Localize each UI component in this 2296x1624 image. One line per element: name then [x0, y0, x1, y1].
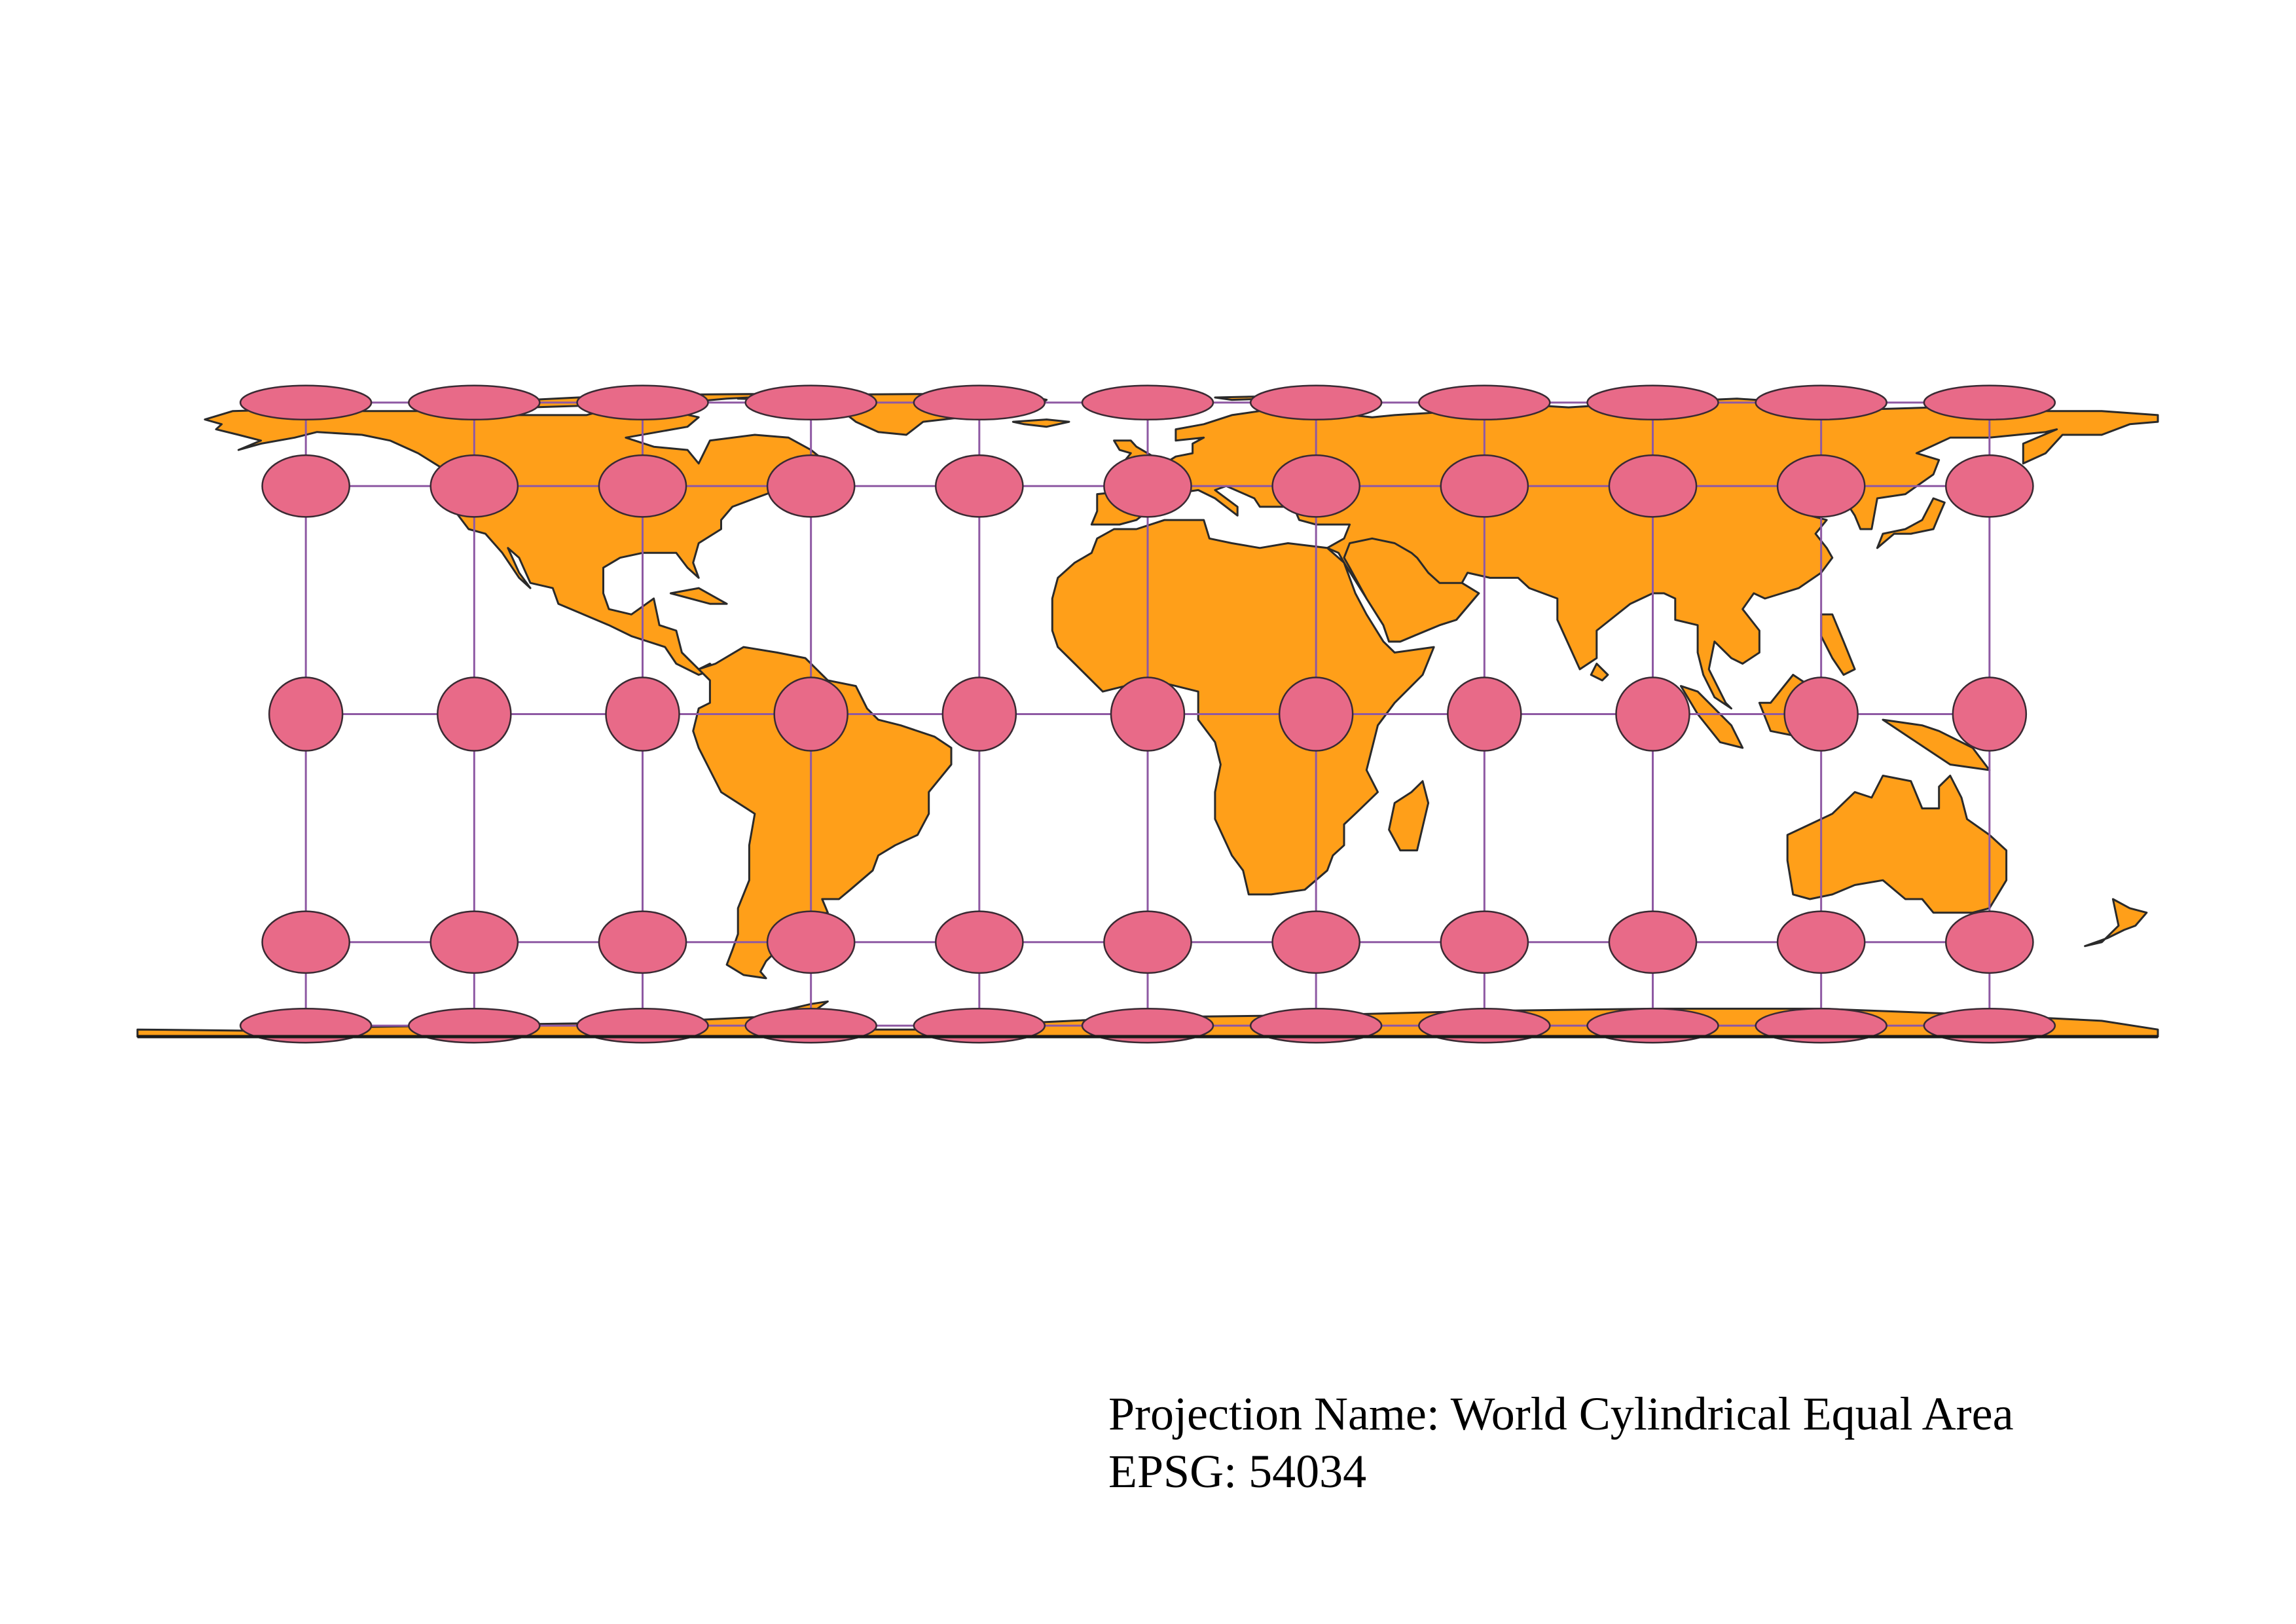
tissot-indicatrix [1440, 910, 1529, 974]
tissot-indicatrix [1783, 676, 1859, 752]
tissot-indicatrix [268, 676, 344, 752]
land-new-guinea [1882, 718, 1991, 771]
tissot-indicatrix [1271, 454, 1361, 518]
tissot-indicatrix [766, 454, 856, 518]
tissot-indicatrix [429, 454, 519, 518]
land-sri-lanka [1590, 663, 1609, 682]
tissot-indicatrix [261, 910, 351, 974]
tissot-indicatrix [1081, 384, 1214, 421]
tissot-indicatrix [261, 454, 351, 518]
tissot-indicatrix [1923, 1007, 2056, 1044]
tissot-indicatrix [429, 910, 519, 974]
tissot-indicatrix [913, 384, 1046, 421]
tissot-indicatrix [934, 910, 1024, 974]
tissot-indicatrix [1103, 910, 1192, 974]
epsg-label: EPSG: 54034 [1108, 1445, 1367, 1498]
tissot-indicatrix [408, 1007, 541, 1044]
tissot-indicatrix [576, 1007, 709, 1044]
tissot-indicatrix [1418, 384, 1551, 421]
tissot-indicatrix [1103, 454, 1192, 518]
land-cuba [669, 587, 728, 605]
tissot-indicatrix [941, 676, 1017, 752]
tissot-indicatrix [766, 910, 856, 974]
tissot-indicatrix [1271, 910, 1361, 974]
tissot-indicatrix [1776, 910, 1866, 974]
tissot-indicatrix [605, 676, 680, 752]
tissot-indicatrix [239, 1007, 373, 1044]
land-australia [1786, 775, 2008, 914]
tissot-indicatrix [1755, 384, 1887, 421]
tissot-indicatrix [1447, 676, 1522, 752]
tissot-indicatrix [576, 384, 709, 421]
tissot-indicatrix [1278, 676, 1354, 752]
tissot-indicatrix [1586, 384, 1719, 421]
projection-caption: Projection Name: World Cylindrical Equal… [1108, 1385, 2014, 1500]
tissot-indicatrix [1110, 676, 1186, 752]
tissot-indicatrix [1776, 454, 1866, 518]
tissot-indicatrix [1081, 1007, 1214, 1044]
land-madagascar [1388, 780, 1430, 852]
land-north-america [204, 406, 829, 676]
projection-name-label: Projection Name: World Cylindrical Equal… [1108, 1388, 2014, 1440]
land-iceland [1011, 418, 1070, 428]
tissot-indicatrix [1249, 384, 1383, 421]
tissot-indicatrix [437, 676, 512, 752]
tissot-indicatrix [744, 1007, 877, 1044]
tissot-indicatrix [1440, 454, 1529, 518]
tissot-indicatrix [1923, 384, 2056, 421]
tissot-indicatrix [239, 384, 373, 421]
tissot-indicatrix [1586, 1007, 1719, 1044]
land-philippines [1820, 613, 1856, 676]
tissot-indicatrix [1755, 1007, 1887, 1044]
tissot-indicatrix [598, 910, 687, 974]
tissot-indicatrix [1944, 454, 2034, 518]
tissot-indicatrix [744, 384, 877, 421]
tissot-indicatrix [1418, 1007, 1551, 1044]
tissot-indicatrix [1944, 910, 2034, 974]
tissot-indicatrix [1615, 676, 1690, 752]
tissot-indicatrix [1249, 1007, 1383, 1044]
land-japan [1876, 497, 1946, 549]
tissot-indicatrix [1952, 676, 2028, 752]
tissot-indicatrix [773, 676, 848, 752]
tissot-indicatrix [408, 384, 541, 421]
tissot-indicatrix [1608, 454, 1698, 518]
tissot-indicatrix [598, 454, 687, 518]
tissot-indicatrix [934, 454, 1024, 518]
tissot-indicatrix [1608, 910, 1698, 974]
tissot-indicatrix [913, 1007, 1046, 1044]
land-new-zealand [2084, 898, 2148, 948]
land-arabia-split [1343, 537, 1480, 643]
tissot-indicatrix-grid [239, 384, 2056, 1044]
